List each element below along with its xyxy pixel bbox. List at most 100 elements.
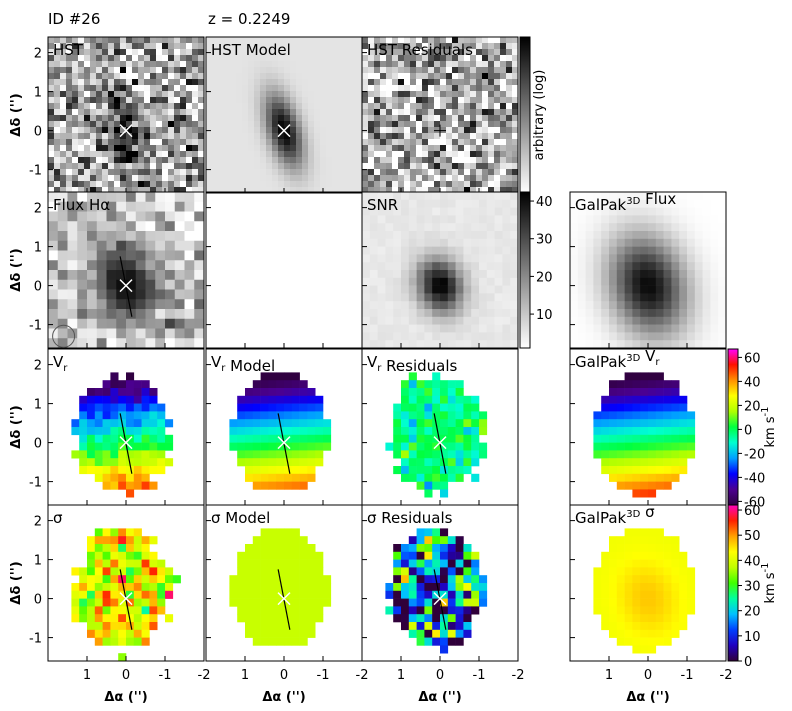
x-tick-label: -1 bbox=[317, 668, 330, 683]
pixel bbox=[593, 301, 602, 310]
pixel bbox=[90, 91, 97, 98]
pixel bbox=[609, 536, 618, 545]
pixel bbox=[307, 419, 316, 428]
pixel bbox=[212, 43, 219, 50]
pixel bbox=[464, 133, 471, 140]
pixel bbox=[344, 151, 351, 158]
pixel bbox=[422, 169, 429, 176]
pixel bbox=[362, 238, 371, 247]
pixel bbox=[416, 246, 425, 255]
pixel bbox=[96, 79, 103, 86]
pixel bbox=[416, 109, 423, 116]
pixel bbox=[338, 121, 345, 128]
pixel bbox=[624, 473, 633, 482]
pixel bbox=[440, 169, 447, 176]
pixel bbox=[463, 231, 472, 240]
pixel bbox=[307, 466, 316, 475]
pixel bbox=[679, 254, 688, 263]
pixel bbox=[87, 614, 96, 623]
pixel bbox=[186, 109, 193, 116]
pixel bbox=[447, 254, 456, 263]
pixel bbox=[385, 590, 394, 599]
pixel bbox=[108, 43, 115, 50]
pixel bbox=[471, 559, 480, 568]
pixel bbox=[488, 91, 495, 98]
pixel bbox=[218, 157, 225, 164]
pixel bbox=[386, 187, 393, 194]
pixel bbox=[648, 622, 657, 631]
pixel bbox=[593, 583, 602, 592]
pixel bbox=[593, 207, 602, 216]
pixel bbox=[424, 559, 433, 568]
pixel bbox=[67, 240, 78, 251]
pixel bbox=[126, 115, 133, 122]
pixel bbox=[609, 606, 618, 615]
pixel bbox=[180, 37, 187, 44]
pixel bbox=[174, 115, 181, 122]
pixel bbox=[110, 575, 119, 584]
pixel bbox=[67, 221, 78, 232]
pixel bbox=[102, 61, 109, 68]
pixel bbox=[609, 629, 618, 638]
pixel bbox=[126, 338, 137, 349]
pixel bbox=[464, 55, 471, 62]
pixel bbox=[663, 536, 672, 545]
pixel bbox=[149, 622, 158, 631]
pixel bbox=[84, 73, 91, 80]
pixel bbox=[144, 187, 151, 194]
pixel bbox=[60, 55, 67, 62]
colorbar bbox=[727, 348, 739, 506]
pixel bbox=[212, 67, 219, 74]
pixel bbox=[138, 169, 145, 176]
pixel bbox=[694, 192, 703, 201]
pixel bbox=[440, 175, 447, 182]
pixel bbox=[679, 419, 688, 428]
pixel bbox=[120, 121, 127, 128]
pixel bbox=[66, 139, 73, 146]
y-tick-label: -1 bbox=[29, 476, 42, 491]
pixel bbox=[479, 411, 488, 420]
pixel bbox=[577, 199, 586, 208]
pixel bbox=[320, 151, 327, 158]
pixel bbox=[87, 583, 96, 592]
pixel bbox=[512, 133, 519, 140]
pixel bbox=[482, 187, 489, 194]
pixel bbox=[609, 262, 618, 271]
pixel bbox=[165, 260, 176, 271]
pixel bbox=[710, 285, 719, 294]
pixel bbox=[362, 157, 369, 164]
pixel bbox=[679, 324, 688, 333]
pixel bbox=[640, 583, 649, 592]
pixel bbox=[500, 37, 507, 44]
pixel bbox=[663, 629, 672, 638]
pixel bbox=[440, 73, 447, 80]
pixel bbox=[252, 380, 261, 389]
pixel bbox=[640, 215, 649, 224]
pixel bbox=[248, 67, 255, 74]
pixel bbox=[194, 221, 205, 232]
pixel bbox=[102, 49, 109, 56]
pixel bbox=[168, 49, 175, 56]
pixel bbox=[326, 79, 333, 86]
pixel bbox=[408, 450, 417, 459]
pixel bbox=[640, 434, 649, 443]
pixel bbox=[624, 223, 633, 232]
pixel bbox=[60, 139, 67, 146]
pixel bbox=[291, 481, 300, 490]
pixel bbox=[447, 215, 456, 224]
pixel bbox=[446, 67, 453, 74]
pixel bbox=[616, 285, 625, 294]
pixel bbox=[133, 622, 142, 631]
pixel bbox=[242, 157, 249, 164]
pixel bbox=[268, 598, 277, 607]
pixel bbox=[212, 169, 219, 176]
pixel bbox=[577, 223, 586, 232]
pixel bbox=[577, 254, 586, 263]
pixel bbox=[60, 61, 67, 68]
pixel bbox=[632, 450, 641, 459]
pixel bbox=[141, 575, 150, 584]
pixel bbox=[84, 163, 91, 170]
pixel bbox=[57, 201, 68, 212]
pixel bbox=[54, 109, 61, 116]
pixel bbox=[609, 192, 618, 201]
